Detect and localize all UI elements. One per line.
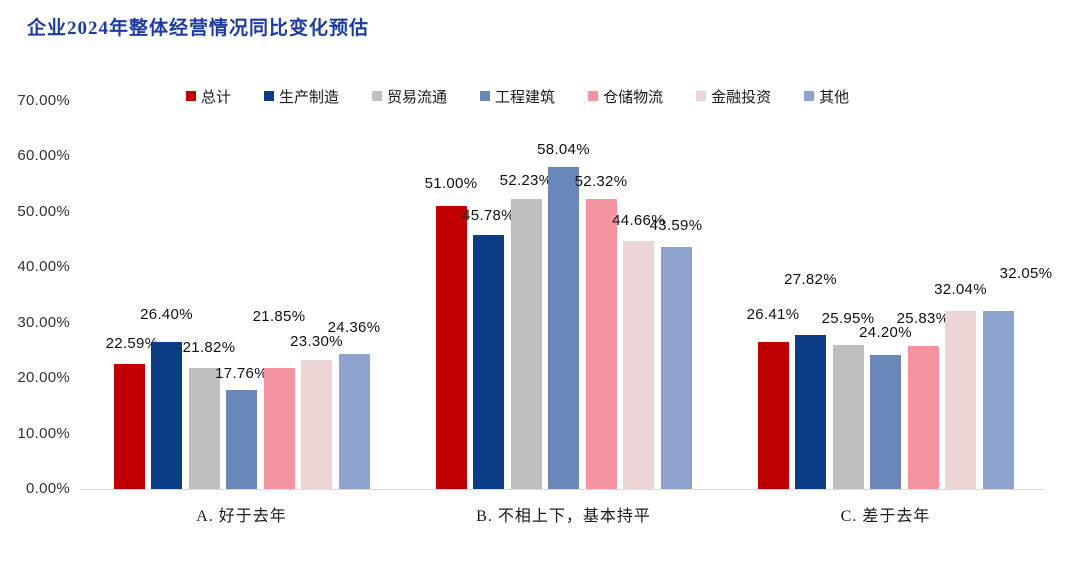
bar: [585, 198, 617, 489]
legend-item: 总计: [186, 86, 231, 107]
bar-value-label: 58.04%: [537, 140, 590, 158]
y-axis-tick-label: 0.00%: [25, 480, 70, 497]
bar: [435, 205, 467, 489]
bar-value-label: 23.30%: [290, 332, 343, 350]
y-axis-tick-label: 70.00%: [17, 91, 70, 109]
legend-label: 生产制造: [279, 89, 340, 106]
bar: [548, 166, 579, 489]
chart-title: 企业2024年整体经营情况同比变化预估: [27, 18, 370, 39]
bar: [263, 367, 295, 489]
y-axis-tick-label: 30.00%: [17, 313, 70, 331]
y-axis-tick-label: 40.00%: [17, 258, 70, 275]
bar-value-label: 21.85%: [252, 307, 306, 325]
legend: 总计 生产制造 贸易流通 工程建筑 仓储物流 金融投资 其他: [186, 86, 849, 106]
bar-value-label: 26.41%: [746, 306, 800, 324]
category-label: C. 差于去年: [840, 508, 931, 525]
bar: [660, 247, 692, 489]
bar-value-label: 17.76%: [215, 365, 268, 383]
legend-item: 工程建筑: [480, 86, 555, 107]
bar: [982, 311, 1014, 489]
category-label: B. 不相上下，基本持平: [476, 508, 651, 525]
bar-value-label: 52.23%: [499, 172, 553, 190]
bar: [795, 334, 826, 489]
legend-item: 仓储物流: [588, 86, 663, 107]
legend-label: 仓储物流: [603, 89, 664, 106]
x-axis-line: [80, 489, 1046, 490]
legend-swatch-icon: [804, 91, 815, 101]
bar-value-label: 32.04%: [934, 281, 987, 299]
legend-swatch-icon: [480, 91, 491, 101]
legend-label: 工程建筑: [495, 89, 556, 106]
bar: [757, 342, 789, 489]
bar: [870, 354, 901, 489]
y-axis-tick-label: 50.00%: [17, 202, 70, 220]
legend-label: 其他: [819, 89, 850, 106]
bar-value-label: 26.40%: [140, 306, 193, 324]
bar-value-label: 25.95%: [821, 309, 875, 327]
y-axis-tick-label: 10.00%: [17, 424, 70, 442]
legend-item: 贸易流通: [372, 86, 447, 107]
bar-value-label: 44.66%: [612, 212, 665, 230]
bar: [113, 363, 145, 489]
legend-label: 金融投资: [711, 89, 772, 106]
legend-swatch-icon: [186, 91, 196, 101]
bar: [188, 367, 220, 489]
bar-value-label: 27.82%: [784, 270, 837, 288]
bar: [338, 353, 370, 489]
bar-value-label: 24.20%: [859, 323, 912, 341]
legend-item: 生产制造: [264, 86, 339, 107]
bar: [301, 359, 332, 489]
bar: [473, 234, 504, 489]
category-label: A. 好于去年: [196, 508, 287, 525]
bar-value-label: 32.05%: [999, 265, 1053, 283]
legend-swatch-icon: [372, 91, 383, 101]
legend-item: 金融投资: [696, 86, 771, 107]
legend-swatch-icon: [588, 91, 599, 101]
bar-value-label: 21.82%: [182, 338, 236, 356]
bar: [510, 199, 542, 489]
legend-item: 其他: [804, 86, 849, 107]
bar-value-label: 51.00%: [424, 174, 478, 192]
bar: [945, 311, 976, 489]
bar: [907, 345, 939, 489]
bar-value-label: 45.78%: [462, 206, 515, 224]
legend-label: 贸易流通: [387, 89, 448, 106]
y-axis-tick-label: 20.00%: [17, 369, 70, 386]
bar-value-label: 43.59%: [649, 217, 703, 235]
bar: [151, 342, 182, 489]
bar: [623, 241, 654, 489]
bar-value-label: 22.59%: [105, 334, 159, 352]
bar: [226, 390, 257, 489]
bar: [832, 344, 864, 489]
legend-swatch-icon: [696, 91, 707, 101]
legend-label: 总计: [201, 89, 232, 106]
bar-value-label: 52.32%: [574, 172, 628, 190]
legend-swatch-icon: [264, 91, 275, 101]
y-axis-tick-label: 60.00%: [17, 147, 70, 164]
bar-value-label: 25.83%: [896, 309, 950, 327]
bar-value-label: 24.36%: [327, 318, 381, 336]
